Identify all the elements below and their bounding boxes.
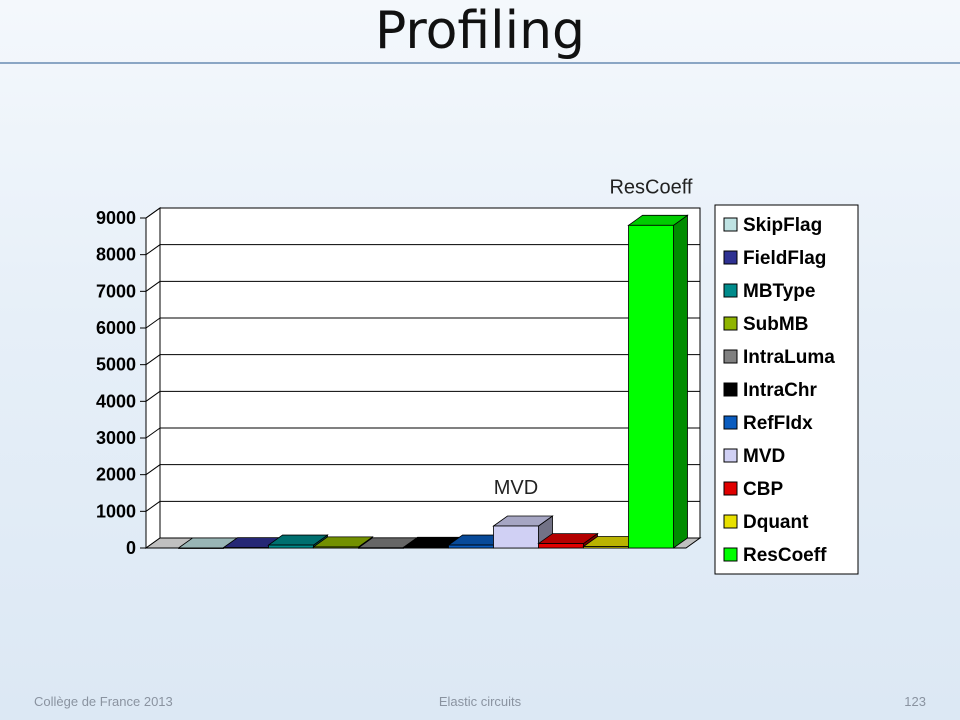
y-tick-label: 1000 [96,501,136,521]
gridline-side [145,244,161,256]
y-tick-label: 2000 [96,465,136,485]
legend-swatch-fieldflag [723,250,738,265]
legend-label-dquant: Dquant [743,512,809,533]
plot-side-wall [145,207,161,549]
legend-label-mvd: MVD [743,446,785,467]
bar-submb [313,546,359,549]
gridline-side [145,390,161,402]
y-tick-label: 6000 [96,318,136,338]
y-tick-label: 7000 [96,281,136,301]
gridline-side [145,427,161,439]
y-tick-label: 5000 [96,355,136,375]
gridline-side [145,207,161,219]
bar-mbtype [268,544,314,549]
footer-page-number: 123 [904,694,926,709]
bar-reffidx [448,544,494,549]
legend-swatch-cbp [723,481,738,496]
legend-swatch-submb [723,316,738,331]
legend-label-cbp: CBP [743,479,783,500]
bar-mvd [493,525,539,549]
bar-dquant [583,546,629,549]
legend-label-fieldflag: FieldFlag [743,248,826,269]
legend-swatch-intrachr [723,382,738,397]
bar-intraluma [358,547,404,549]
bar-cbp [538,543,584,549]
legend-label-skipflag: SkipFlag [743,215,822,236]
legend [714,204,859,575]
gridline-side [145,317,161,329]
footer-institution: Collège de France 2013 [34,694,173,709]
bar-skipflag [178,547,224,549]
legend-swatch-mbtype [723,283,738,298]
legend-swatch-mvd [723,448,738,463]
bar-rescoeff-side [673,214,688,549]
legend-swatch-dquant [723,514,738,529]
legend-swatch-rescoeff [723,547,738,562]
legend-label-rescoeff: ResCoeff [743,545,827,566]
legend-swatch-intraluma [723,349,738,364]
legend-label-intraluma: IntraLuma [743,347,835,368]
gridline-side [145,354,161,366]
legend-label-reffidx: RefFIdx [743,413,813,434]
annotation-rescoeff: ResCoeff [609,176,692,198]
plot-back-wall [159,207,701,539]
legend-label-intrachr: IntraChr [743,380,818,401]
y-tick-label: 4000 [96,391,136,411]
y-tick-label: 0 [126,538,136,558]
legend-swatch-skipflag [723,217,738,232]
legend-label-submb: SubMB [743,314,808,335]
legend-label-mbtype: MBType [743,281,815,302]
slide-title: Profiling [374,1,586,61]
footer-course: Elastic circuits [438,694,522,709]
y-tick-label: 3000 [96,428,136,448]
bar-fieldflag [223,547,269,549]
bar-rescoeff [628,224,674,549]
gridline-side [145,280,161,292]
title-divider [0,62,960,64]
legend-swatch-reffidx [723,415,738,430]
bar-intrachr [403,546,449,549]
gridline-side [145,464,161,476]
annotation-mvd: MVD [494,477,538,499]
gridline-side [145,500,161,512]
y-tick-label: 8000 [96,245,136,265]
y-tick-label: 9000 [96,208,136,228]
